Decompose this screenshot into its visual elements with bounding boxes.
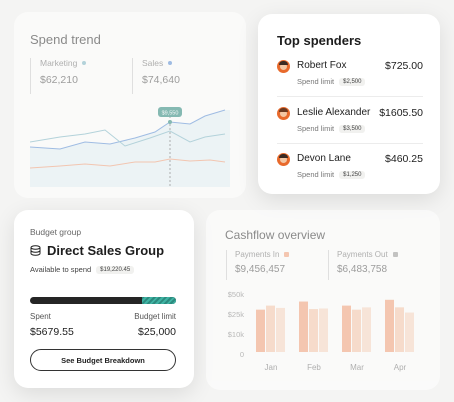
bar-jan-2: [276, 307, 285, 352]
legend-payments-out-label: Payments Out: [337, 250, 388, 259]
spend-limit-chip: $1,250: [339, 170, 366, 179]
spend-trend-chart: $9,550: [30, 107, 230, 187]
tooltip-bg: [158, 107, 182, 117]
legend-payments-in-label: Payments In: [235, 250, 280, 259]
top-spenders-card: Top spenders Robert Fox $725.00 Spend li…: [258, 14, 440, 194]
spend-limit-label: Spend limit: [297, 77, 335, 86]
payments-in-swatch-icon: [284, 252, 290, 257]
avatar: [277, 153, 290, 166]
sales-line: [30, 109, 226, 150]
y-tick-label: $10k: [228, 330, 245, 339]
divider: [277, 143, 423, 144]
avatar: [277, 60, 290, 73]
available-label: Available to spend: [30, 265, 92, 274]
x-tick-label: Feb: [307, 363, 321, 372]
y-tick-label: $50k: [228, 290, 245, 299]
budget-group-title: Direct Sales Group: [30, 243, 164, 258]
spend-limit-label: Spend limit: [297, 124, 335, 133]
spender-row[interactable]: Leslie Alexander $1605.50 Spend limit $3,…: [277, 107, 423, 143]
marketing-line: [30, 129, 226, 147]
spender-amount: $725.00: [385, 60, 423, 72]
x-tick-label: Jan: [265, 363, 278, 372]
budget-remaining-fill: [142, 297, 176, 304]
spend-trend-title: Spend trend: [30, 32, 101, 47]
legend-payments-in: Payments In $9,456,457: [226, 250, 290, 280]
legend-payments-out: Payments Out $6,483,758: [328, 250, 398, 280]
top-spenders-title: Top spenders: [277, 33, 362, 48]
bar-mar-2: [362, 307, 371, 352]
avatar: [277, 107, 290, 120]
cashflow-chart: $50k $25k $10k 0 Jan Feb Mar Apr: [228, 290, 414, 372]
bar-feb-1: [309, 309, 318, 352]
legend-payments-in-value: $9,456,457: [235, 264, 286, 275]
bar-apr-2: [405, 312, 414, 352]
legend-marketing-label: Marketing: [40, 58, 78, 68]
legend-sales: Sales $74,640: [132, 58, 180, 94]
tooltip-point: [168, 120, 172, 124]
budget-limit-label: Budget limit: [134, 312, 176, 321]
legend-payments-out-value: $6,483,758: [337, 264, 388, 275]
budget-group-name: Direct Sales Group: [47, 243, 165, 258]
budget-progress-bar: [30, 297, 176, 304]
x-tick-label: Apr: [394, 363, 407, 372]
cashflow-overview-card: Cashflow overview Payments In $9,456,457…: [206, 210, 440, 390]
legend-sales-value: $74,640: [142, 74, 180, 86]
tooltip-label: $9,550: [162, 111, 179, 117]
spend-trend-card: Spend trend Marketing $62,210 Sales $74,…: [14, 12, 246, 198]
sales-dot-icon: [168, 61, 173, 65]
spend-limit-label: Spend limit: [297, 170, 335, 179]
budget-limit-value: $25,000: [138, 326, 176, 338]
y-tick-label: $25k: [228, 310, 245, 319]
payments-out-swatch-icon: [392, 252, 398, 257]
budget-group-card: Budget group Direct Sales Group Availabl…: [14, 210, 194, 388]
bar-apr-1: [395, 307, 404, 352]
legend-marketing: Marketing $62,210: [30, 58, 87, 94]
marketing-dot-icon: [82, 61, 87, 65]
bar-apr-0: [385, 299, 394, 352]
available-value-chip: $19,220.45: [96, 265, 135, 274]
spender-amount: $460.25: [385, 153, 423, 165]
bar-jan-0: [256, 309, 265, 352]
legend-sales-label: Sales: [142, 58, 164, 68]
other-line: [30, 158, 226, 169]
spend-limit-chip: $3,500: [339, 124, 366, 133]
x-tick-label: Mar: [350, 363, 364, 372]
bar-feb-0: [299, 301, 308, 352]
coins-icon: [30, 245, 41, 256]
spender-row[interactable]: Robert Fox $725.00 Spend limit $2,500: [277, 60, 423, 96]
y-tick-label: 0: [240, 350, 244, 359]
spent-label: Spent: [30, 312, 51, 321]
available-to-spend: Available to spend $19,220.45: [30, 265, 135, 274]
cashflow-title: Cashflow overview: [225, 228, 326, 242]
legend-marketing-value: $62,210: [40, 74, 78, 86]
spend-limit-chip: $2,500: [339, 77, 366, 86]
bar-feb-2: [319, 308, 328, 352]
divider: [277, 96, 423, 97]
see-budget-breakdown-button[interactable]: See Budget Breakdown: [30, 349, 176, 371]
spender-name: Robert Fox: [297, 60, 347, 71]
spender-name: Devon Lane: [297, 153, 351, 164]
spender-row[interactable]: Devon Lane $460.25 Spend limit $1,250: [277, 153, 423, 189]
spender-amount: $1605.50: [379, 107, 423, 119]
spent-value: $5679.55: [30, 326, 74, 338]
spender-name: Leslie Alexander: [297, 107, 371, 118]
bar-jan-1: [266, 305, 275, 352]
bar-mar-1: [352, 309, 361, 352]
budget-group-caption: Budget group: [30, 227, 82, 237]
bar-mar-0: [342, 305, 351, 352]
sales-area: [30, 110, 230, 187]
